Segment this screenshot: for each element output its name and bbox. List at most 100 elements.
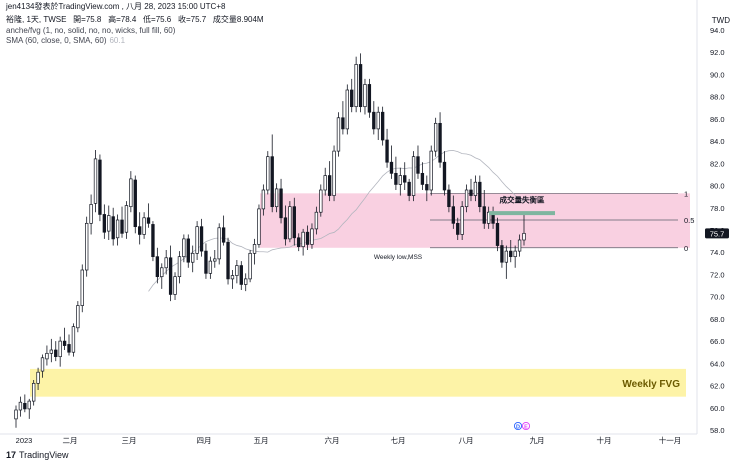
candle-body bbox=[389, 161, 394, 174]
y-tick-label: 80.0 bbox=[710, 182, 725, 191]
candle-body bbox=[54, 349, 58, 358]
event-mark-label: E bbox=[524, 424, 528, 430]
indicator-sma-legend[interactable]: SMA (60, close, 0, SMA, 60) 60.1 bbox=[6, 36, 125, 46]
volume-value: 8.904M bbox=[236, 15, 264, 24]
high-value: 78.4 bbox=[120, 15, 137, 24]
candle-body bbox=[411, 156, 416, 196]
candle-body bbox=[173, 276, 177, 295]
last-price-badge bbox=[705, 228, 729, 239]
candle-body bbox=[85, 222, 89, 271]
candle-body bbox=[115, 219, 120, 239]
candle-body bbox=[478, 181, 482, 208]
y-tick-label: 72.0 bbox=[710, 270, 725, 279]
candle-body bbox=[129, 178, 133, 208]
candle-body bbox=[460, 206, 464, 235]
x-tick-label: 七月 bbox=[391, 436, 406, 445]
x-tick-label: 八月 bbox=[459, 436, 474, 445]
candle-body bbox=[482, 206, 486, 224]
candle-body bbox=[416, 156, 420, 174]
candle-body bbox=[372, 111, 376, 130]
x-tick-label: 十一月 bbox=[659, 435, 682, 445]
candle-body bbox=[341, 117, 345, 130]
candle-body bbox=[495, 222, 500, 246]
candle-body bbox=[345, 89, 349, 130]
candle-body bbox=[513, 250, 517, 258]
candle-body bbox=[191, 252, 195, 263]
candle-body bbox=[168, 257, 173, 295]
candle-body bbox=[76, 305, 80, 329]
y-tick-label: 92.0 bbox=[710, 48, 725, 57]
candle-body bbox=[155, 256, 160, 278]
candle-body bbox=[71, 326, 76, 353]
candle-body bbox=[257, 208, 261, 245]
indicator-fvg-legend[interactable]: anche/fvg (1, no, solid, no, no, wicks, … bbox=[6, 26, 176, 35]
last-price-label: 75.7 bbox=[710, 229, 725, 238]
candle-body bbox=[442, 161, 447, 191]
candle-body bbox=[49, 349, 54, 354]
candle-body bbox=[31, 382, 36, 402]
candle-body bbox=[292, 206, 296, 239]
candle-body bbox=[244, 278, 248, 285]
y-tick-label: 78.0 bbox=[710, 204, 725, 213]
y-tick-label: 82.0 bbox=[710, 159, 725, 168]
candle-body bbox=[217, 227, 221, 260]
candle-body bbox=[235, 265, 239, 276]
x-tick-label: 九月 bbox=[530, 436, 545, 445]
candle-body bbox=[208, 260, 213, 274]
candle-body bbox=[491, 211, 495, 224]
event-mark-circle bbox=[513, 421, 523, 431]
candle-body bbox=[447, 189, 451, 208]
candle-body bbox=[363, 84, 367, 108]
x-tick-label: 四月 bbox=[197, 436, 212, 445]
tradingview-logo-text: TradingView bbox=[19, 450, 69, 460]
y-tick-label: 60.0 bbox=[710, 404, 725, 413]
candle-body bbox=[464, 189, 469, 208]
y-tick-label: 64.0 bbox=[710, 359, 725, 368]
volume-label: 成交量 bbox=[212, 15, 237, 24]
candle-body bbox=[500, 245, 504, 263]
candle-body bbox=[120, 219, 124, 234]
candle-body bbox=[199, 226, 204, 252]
candle-body bbox=[138, 226, 142, 235]
candle-body bbox=[367, 84, 372, 113]
fib-level-label: 0.5 bbox=[684, 216, 694, 225]
fib-level-label: 0 bbox=[684, 244, 688, 253]
candle-body bbox=[151, 224, 155, 258]
candle-body bbox=[67, 344, 71, 353]
candle-body bbox=[398, 175, 402, 185]
candle-body bbox=[248, 252, 252, 280]
candle-body bbox=[111, 216, 115, 240]
candle-body bbox=[27, 400, 31, 410]
y-tick-label: 68.0 bbox=[710, 315, 725, 324]
imbalance-zone bbox=[260, 193, 690, 248]
y-tick-label: 86.0 bbox=[710, 115, 725, 124]
candle-body bbox=[323, 175, 327, 191]
open-label: 開= bbox=[73, 15, 86, 24]
candle-body bbox=[314, 211, 319, 230]
weekly-low-mss-label: Weekly low,MSS bbox=[374, 254, 423, 261]
candle-body bbox=[376, 111, 380, 130]
candle-body bbox=[403, 175, 407, 183]
candle-body bbox=[239, 265, 243, 285]
candle-body bbox=[102, 214, 107, 233]
candle-body bbox=[438, 122, 442, 163]
y-tick-label: 66.0 bbox=[710, 337, 725, 346]
y-tick-label: 94.0 bbox=[710, 26, 725, 35]
candle-body bbox=[182, 238, 186, 258]
candle-body bbox=[226, 241, 230, 280]
y-tick-label: 88.0 bbox=[710, 93, 725, 102]
fib-level-label: 1 bbox=[684, 189, 688, 198]
candle-body bbox=[451, 206, 455, 224]
tradingview-logo[interactable]: 17 TradingView bbox=[6, 450, 69, 460]
event-mark-circle bbox=[521, 421, 531, 431]
candle-body bbox=[213, 258, 217, 262]
candle-body bbox=[89, 204, 93, 224]
candle-body bbox=[310, 228, 314, 245]
y-tick-label: 70.0 bbox=[710, 293, 725, 302]
weekly-fvg-label: Weekly FVG bbox=[622, 379, 680, 390]
ohlc-legend: 裕隆, 1天, TWSE 開=75.8 高=78.4 低=75.6 收=75.7… bbox=[6, 15, 264, 25]
candle-body bbox=[433, 122, 438, 152]
candle-body bbox=[473, 181, 478, 196]
close-value: 75.7 bbox=[190, 15, 207, 24]
